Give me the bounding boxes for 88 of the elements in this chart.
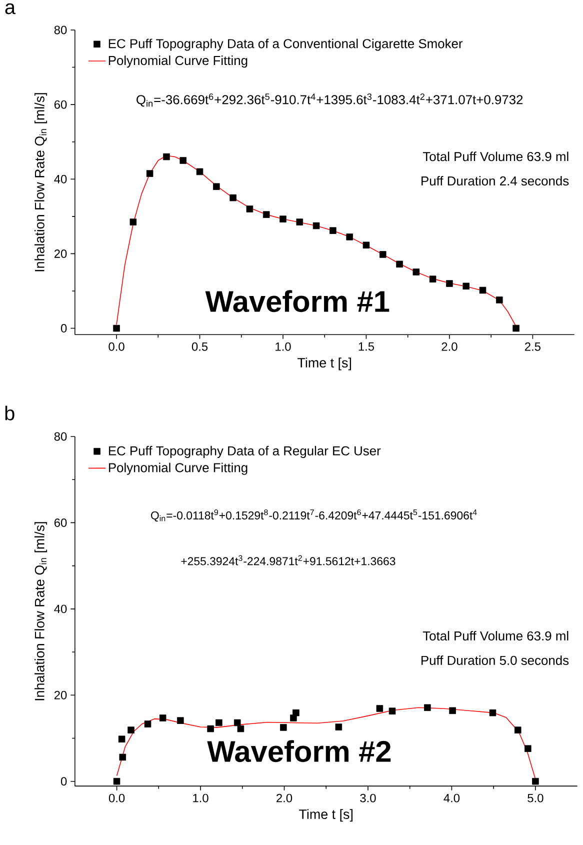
annotation: Waveform #1 xyxy=(205,290,389,312)
x-tick-label: 1.0 xyxy=(275,342,291,351)
y-tick-label: 40 xyxy=(54,604,67,614)
point xyxy=(234,719,241,726)
x-tick-label: 0.0 xyxy=(108,794,124,802)
point xyxy=(424,704,431,712)
point xyxy=(230,194,236,202)
point xyxy=(412,268,420,276)
y-tick-label: 40 xyxy=(54,174,67,184)
point xyxy=(144,720,151,728)
y-axis-title: Inhalation Flow Rate Q$_{in}$ [ml/s] xyxy=(34,522,47,700)
point xyxy=(376,705,383,712)
x-tick-label: 5.0 xyxy=(527,794,544,802)
point xyxy=(329,227,336,234)
point xyxy=(127,726,134,734)
point xyxy=(362,242,370,249)
annotation: Total Puff Volume 63.9 ml xyxy=(422,152,568,162)
point xyxy=(496,296,503,304)
annotation: Puff Duration 5.0 seconds xyxy=(421,655,568,665)
point xyxy=(524,745,532,752)
x-axis-title: Time t [s] xyxy=(298,809,352,822)
y-tick-label: 20 xyxy=(54,249,67,258)
x-axis-title: Time t [s] xyxy=(297,358,351,370)
x-tick-label: 1.0 xyxy=(192,794,208,802)
x-tick-label: 3.0 xyxy=(360,794,376,802)
point xyxy=(196,168,203,176)
point xyxy=(379,251,386,258)
point xyxy=(462,282,470,290)
legend-label: Polynomial Curve Fitting xyxy=(108,462,248,475)
x-tick-label: 0.5 xyxy=(192,342,208,351)
x-tick-label: 2.0 xyxy=(276,794,292,802)
text: Q$_{in}$=-36.669t$^{6}$+292.36t$^{5}$-910.7t$^{4}$+1395.6t$^{3}$-1083.4t$^{2}$+371.07t+0.9732 xyxy=(136,93,522,107)
point xyxy=(113,324,120,332)
point xyxy=(449,707,456,714)
point xyxy=(119,754,126,761)
point xyxy=(207,725,214,732)
y-tick-label: 0 xyxy=(60,777,67,786)
point xyxy=(489,709,496,716)
point xyxy=(280,724,287,731)
point xyxy=(512,324,520,332)
point xyxy=(388,708,396,714)
y-tick-label: 60 xyxy=(54,100,67,109)
point xyxy=(532,778,539,785)
point xyxy=(262,211,270,218)
y-tick-label: 80 xyxy=(54,432,67,441)
x-tick-label: 2.5 xyxy=(524,342,540,351)
y-axis-title: Inhalation Flow Rate Q$_{in}$ [ml/s] xyxy=(34,93,47,272)
x-tick-label: 4.0 xyxy=(444,794,460,802)
point xyxy=(130,218,136,226)
x-tick-label: 0.0 xyxy=(108,342,124,351)
text: Q$_{in}$=-0.0118t$^{9}$+0.1529t$^{8}$-0.2119t$^{7}$-6.4209t$^{6}$+47.4445t$^{5}$-151.6906t$^{4}$ xyxy=(150,509,477,522)
annotation: +255.3924t$^{3}$-224.9871t$^{2}$+91.5612t+1.3663 xyxy=(181,555,396,566)
point xyxy=(396,260,403,268)
point xyxy=(279,216,286,222)
legend-label: EC Puff Topography Data of a Conventional Cigarette Smoker xyxy=(108,38,462,51)
y-tick-label: 80 xyxy=(54,26,67,34)
point xyxy=(180,157,186,164)
legend-label: EC Puff Topography Data of a Regular EC User xyxy=(108,446,381,458)
annotation: Waveform #2 xyxy=(207,740,390,762)
point xyxy=(335,724,342,730)
point xyxy=(113,778,120,785)
point xyxy=(446,280,453,287)
point xyxy=(159,714,166,722)
legend-label: Polynomial Curve Fitting xyxy=(108,56,248,68)
y-tick-label: 0 xyxy=(60,324,67,333)
x-tick-label: 1.5 xyxy=(358,342,374,351)
point xyxy=(215,719,222,726)
x-tick-label: 2.0 xyxy=(442,342,458,351)
point xyxy=(162,153,170,160)
chart-title: a xyxy=(5,3,16,14)
y-tick-label: 60 xyxy=(54,518,67,527)
point xyxy=(237,725,244,732)
point xyxy=(246,206,253,212)
point xyxy=(514,726,522,734)
point xyxy=(296,218,303,226)
point xyxy=(312,222,320,230)
point xyxy=(346,234,353,240)
point xyxy=(429,276,436,282)
annotation: Puff Duration 2.4 seconds xyxy=(421,176,568,186)
annotation: Total Puff Volume 63.9 ml xyxy=(422,631,568,641)
point xyxy=(212,183,220,190)
point xyxy=(146,170,154,177)
chart-title: b xyxy=(5,406,14,420)
point xyxy=(176,717,184,724)
point xyxy=(479,286,486,294)
point xyxy=(292,709,300,716)
point xyxy=(118,736,126,742)
y-tick-label: 20 xyxy=(54,690,67,700)
